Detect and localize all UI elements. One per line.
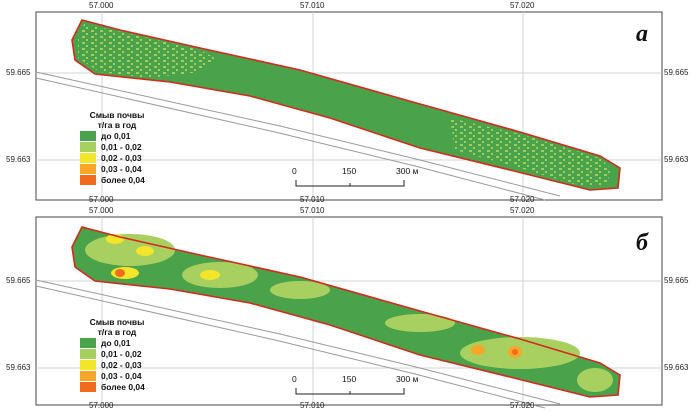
legend-swatch <box>80 348 96 359</box>
lat-label-right-1: 59.665 <box>664 68 689 77</box>
lon-label-bottom-2: 57.010 <box>300 195 325 204</box>
field-zone-upper-slope <box>78 24 215 78</box>
lon-label-top-1: 57.000 <box>89 206 114 215</box>
legend-item: 0,02 - 0,03 <box>80 152 156 163</box>
legend-title-line2: т/га в год <box>97 120 137 130</box>
lon-label-top-2: 57.010 <box>300 206 325 215</box>
legend-item: до 0,01 <box>80 337 156 348</box>
legend-swatch <box>80 359 96 370</box>
legend-item: 0,01 - 0,02 <box>80 348 156 359</box>
legend-item: более 0,04 <box>80 381 156 392</box>
scale-label-300: 300 м <box>396 374 419 384</box>
map-panel-b: 57.000 57.010 57.020 57.000 57.010 57.02… <box>0 205 692 410</box>
scale-label-0: 0 <box>292 166 297 176</box>
lat-label-left-1: 59.665 <box>6 68 31 77</box>
road-line-2 <box>35 285 546 409</box>
field-zone-high <box>200 270 220 280</box>
lat-label-left-1: 59.665 <box>6 276 31 285</box>
legend-title-line1: Смыв почвы <box>89 110 145 120</box>
field-zone-lower-slope <box>450 118 612 186</box>
lon-label-top-3: 57.020 <box>510 1 535 10</box>
lon-label-bottom-2: 57.010 <box>300 401 325 410</box>
lon-label-top-1: 57.000 <box>89 1 114 10</box>
lon-label-bottom-3: 57.020 <box>510 401 535 410</box>
field-zone-very-high <box>115 269 125 277</box>
scale-bar <box>295 180 405 187</box>
lon-label-top-3: 57.020 <box>510 206 535 215</box>
legend-swatch <box>80 381 96 392</box>
map-canvas-a <box>35 11 663 201</box>
legend-label: более 0,04 <box>101 381 145 392</box>
field-zone-moderate <box>85 234 175 266</box>
panel-letter: а <box>636 21 648 47</box>
legend: Смыв почвы т/га в год до 0,01 0,01 - 0,0… <box>78 317 156 392</box>
field-zone-moderate <box>270 281 330 299</box>
legend-swatch <box>80 174 96 185</box>
legend-label: 0,01 - 0,02 <box>101 141 142 152</box>
field-zone-high <box>136 246 154 256</box>
map-canvas-b <box>35 216 663 409</box>
legend-swatch <box>80 130 96 141</box>
legend: Смыв почвы т/га в год до 0,01 0,01 - 0,0… <box>78 110 156 185</box>
field-zone-moderate <box>577 368 613 392</box>
legend-item: более 0,04 <box>80 174 156 185</box>
scale-label-150: 150 <box>342 166 357 176</box>
lon-label-bottom-1: 57.000 <box>89 401 114 410</box>
lon-label-bottom-3: 57.020 <box>510 195 535 204</box>
legend-label: до 0,01 <box>101 337 131 348</box>
road-line-1 <box>35 279 561 405</box>
legend-swatch <box>80 337 96 348</box>
legend-label: 0,03 - 0,04 <box>101 370 142 381</box>
legend-swatch <box>80 163 96 174</box>
lat-label-right-2: 59.663 <box>664 155 689 164</box>
legend-item: 0,03 - 0,04 <box>80 163 156 174</box>
scale-label-300: 300 м <box>396 166 419 176</box>
lon-label-bottom-1: 57.000 <box>89 195 114 204</box>
legend-label: 0,01 - 0,02 <box>101 348 142 359</box>
legend-swatch <box>80 141 96 152</box>
lat-label-right-2: 59.663 <box>664 363 689 372</box>
road-line-1 <box>35 71 561 197</box>
legend-swatch <box>80 152 96 163</box>
legend-title-line2: т/га в год <box>97 327 137 337</box>
road-line-2 <box>35 77 546 201</box>
panel-letter: б <box>636 230 648 256</box>
lat-label-right-1: 59.665 <box>664 276 689 285</box>
legend-label: до 0,01 <box>101 130 131 141</box>
legend-label: 0,03 - 0,04 <box>101 163 142 174</box>
field-outline <box>71 226 621 398</box>
legend-item: 0,03 - 0,04 <box>80 370 156 381</box>
legend-swatch <box>80 370 96 381</box>
field-zone-moderate <box>385 314 455 332</box>
scale-label-150: 150 <box>342 374 357 384</box>
lat-label-left-2: 59.663 <box>6 363 31 372</box>
field-zone-very-high <box>512 349 518 355</box>
field-outline <box>71 19 621 191</box>
lon-label-top-2: 57.010 <box>300 1 325 10</box>
scale-bar <box>295 388 405 395</box>
legend-title-line1: Смыв почвы <box>89 317 145 327</box>
legend-label: 0,02 - 0,03 <box>101 359 142 370</box>
legend-label: 0,02 - 0,03 <box>101 152 142 163</box>
legend-item: 0,02 - 0,03 <box>80 359 156 370</box>
scale-label-0: 0 <box>292 374 297 384</box>
field-zone-very-high <box>471 345 485 355</box>
map-panel-a: 57.000 57.010 57.020 57.000 57.010 57.02… <box>0 0 692 205</box>
legend-item: до 0,01 <box>80 130 156 141</box>
legend-item: 0,01 - 0,02 <box>80 141 156 152</box>
lat-label-left-2: 59.663 <box>6 155 31 164</box>
legend-label: более 0,04 <box>101 174 145 185</box>
